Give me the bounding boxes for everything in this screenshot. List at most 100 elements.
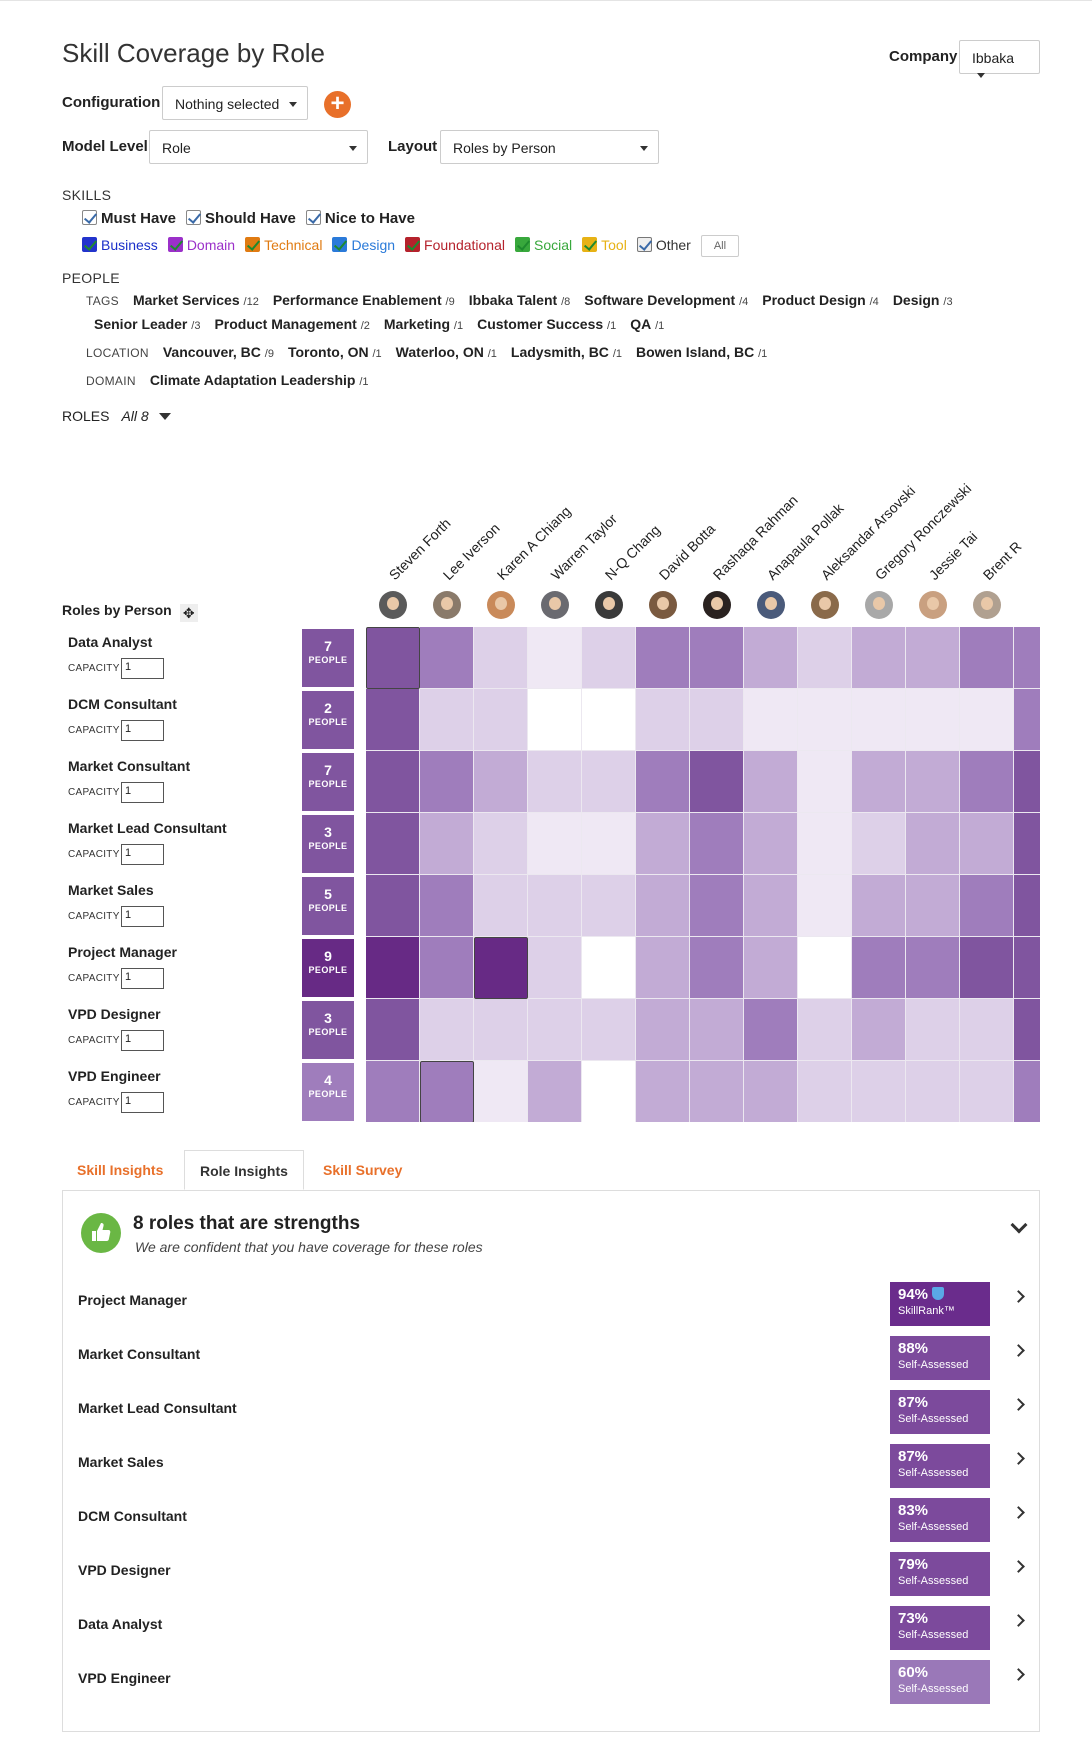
all-skills-button[interactable]: All <box>700 235 740 257</box>
matrix-cell[interactable] <box>960 627 1014 689</box>
matrix-cell[interactable] <box>528 875 582 937</box>
matrix-cell[interactable] <box>474 751 528 813</box>
checkbox[interactable] <box>582 237 598 252</box>
matrix-cell[interactable] <box>636 751 690 813</box>
matrix-cell[interactable] <box>366 751 420 813</box>
people-count-badge[interactable]: 9 PEOPLE <box>302 939 354 997</box>
matrix-cell[interactable] <box>852 999 906 1061</box>
matrix-cell[interactable] <box>582 875 636 937</box>
people-count-badge[interactable]: 7 PEOPLE <box>302 629 354 687</box>
insight-row[interactable]: VPD Designer 79% Self-Assessed <box>63 1552 1039 1606</box>
tab-role-insights[interactable]: Role Insights <box>184 1150 304 1190</box>
avatar[interactable] <box>865 591 893 619</box>
matrix-cell[interactable] <box>906 689 960 751</box>
people-count-badge[interactable]: 2 PEOPLE <box>302 691 354 749</box>
capacity-input[interactable]: 1 <box>121 720 164 741</box>
matrix-cell[interactable] <box>852 813 906 875</box>
role-name[interactable]: Project Manager <box>68 944 177 960</box>
people-tag[interactable]: Market Services <box>132 292 240 308</box>
avatar[interactable] <box>433 591 461 619</box>
configuration-dropdown[interactable]: Nothing selected <box>162 86 308 120</box>
matrix-cell[interactable] <box>798 999 852 1061</box>
matrix-cell[interactable] <box>1014 875 1040 937</box>
matrix-cell[interactable] <box>690 999 744 1061</box>
people-tag[interactable]: Waterloo, ON <box>395 344 484 360</box>
checkbox[interactable] <box>167 237 183 252</box>
matrix-cell[interactable] <box>636 937 690 999</box>
matrix-cell[interactable] <box>798 751 852 813</box>
insight-row[interactable]: VPD Engineer 60% Self-Assessed <box>63 1660 1039 1714</box>
matrix-cell[interactable] <box>582 751 636 813</box>
matrix-cell[interactable] <box>1014 751 1040 813</box>
matrix-cell[interactable] <box>852 875 906 937</box>
person-name[interactable]: Aleksandar Arsovski <box>817 482 919 583</box>
skill-type-filter[interactable]: Domain <box>167 237 235 253</box>
chevron-down-icon[interactable] <box>1010 1216 1028 1234</box>
matrix-cell[interactable] <box>636 875 690 937</box>
people-tag[interactable]: Product Management <box>214 316 357 332</box>
matrix-cell[interactable] <box>744 875 798 937</box>
people-tag[interactable]: Toronto, ON <box>287 344 369 360</box>
capacity-input[interactable]: 1 <box>121 1092 164 1113</box>
matrix-cell[interactable] <box>960 875 1014 937</box>
capacity-input[interactable]: 1 <box>121 782 164 803</box>
chevron-right-icon[interactable] <box>1012 1560 1025 1573</box>
checkbox[interactable] <box>332 237 348 252</box>
matrix-cell[interactable] <box>474 937 528 999</box>
role-name[interactable]: Data Analyst <box>68 634 153 650</box>
people-count-badge[interactable]: 3 PEOPLE <box>302 815 354 873</box>
matrix-cell[interactable] <box>636 1061 690 1122</box>
matrix-cell[interactable] <box>1014 689 1040 751</box>
capacity-input[interactable]: 1 <box>121 968 164 989</box>
person-name[interactable]: Brent R <box>979 538 1025 583</box>
checkbox[interactable] <box>82 237 97 252</box>
matrix-cell[interactable] <box>798 627 852 689</box>
chevron-right-icon[interactable] <box>1012 1398 1025 1411</box>
company-dropdown[interactable]: Ibbaka <box>959 40 1040 78</box>
matrix-cell[interactable] <box>690 689 744 751</box>
matrix-cell[interactable] <box>420 689 474 751</box>
people-tag[interactable]: Ladysmith, BC <box>510 344 609 360</box>
insight-row[interactable]: Market Consultant 88% Self-Assessed <box>63 1336 1039 1390</box>
matrix-cell[interactable] <box>906 999 960 1061</box>
matrix-cell[interactable] <box>636 689 690 751</box>
capacity-input[interactable]: 1 <box>121 658 164 679</box>
people-tag[interactable]: Customer Success <box>477 316 604 332</box>
matrix-cell[interactable] <box>744 1061 798 1122</box>
matrix-cell[interactable] <box>906 627 960 689</box>
matrix-cell[interactable] <box>690 813 744 875</box>
avatar[interactable] <box>379 591 407 619</box>
insight-row[interactable]: DCM Consultant 83% Self-Assessed <box>63 1498 1039 1552</box>
skill-type-filter[interactable]: Social <box>514 237 572 253</box>
person-name[interactable]: Gregory Ronczewski <box>871 480 975 583</box>
checkbox[interactable] <box>82 210 97 225</box>
people-tag[interactable]: QA <box>630 316 652 332</box>
avatar[interactable] <box>703 591 731 619</box>
skill-type-filter[interactable]: Business <box>82 237 158 253</box>
people-tag[interactable]: Design <box>892 292 940 308</box>
matrix-cell[interactable] <box>798 937 852 999</box>
matrix-cell[interactable] <box>636 627 690 689</box>
matrix-cell[interactable] <box>528 627 582 689</box>
capacity-input[interactable]: 1 <box>121 906 164 927</box>
importance-filter[interactable]: Must Have <box>82 210 176 227</box>
matrix-cell[interactable] <box>1014 937 1040 999</box>
matrix-cell[interactable] <box>960 689 1014 751</box>
matrix-cell[interactable] <box>852 1061 906 1122</box>
matrix-cell[interactable] <box>474 1061 528 1122</box>
avatar[interactable] <box>757 591 785 619</box>
people-tag[interactable]: Vancouver, BC <box>162 344 261 360</box>
matrix-cell[interactable] <box>906 937 960 999</box>
matrix-cell[interactable] <box>366 937 420 999</box>
matrix-cell[interactable] <box>852 689 906 751</box>
people-count-badge[interactable]: 4 PEOPLE <box>302 1063 354 1121</box>
insight-row[interactable]: Market Sales 87% Self-Assessed <box>63 1444 1039 1498</box>
matrix-cell[interactable] <box>366 627 420 689</box>
people-count-badge[interactable]: 5 PEOPLE <box>302 877 354 935</box>
person-name[interactable]: David Botta <box>655 520 719 583</box>
people-tag[interactable]: Senior Leader <box>94 316 188 332</box>
matrix-cell[interactable] <box>960 999 1014 1061</box>
chevron-right-icon[interactable] <box>1012 1668 1025 1681</box>
matrix-cell[interactable] <box>420 813 474 875</box>
avatar[interactable] <box>811 591 839 619</box>
